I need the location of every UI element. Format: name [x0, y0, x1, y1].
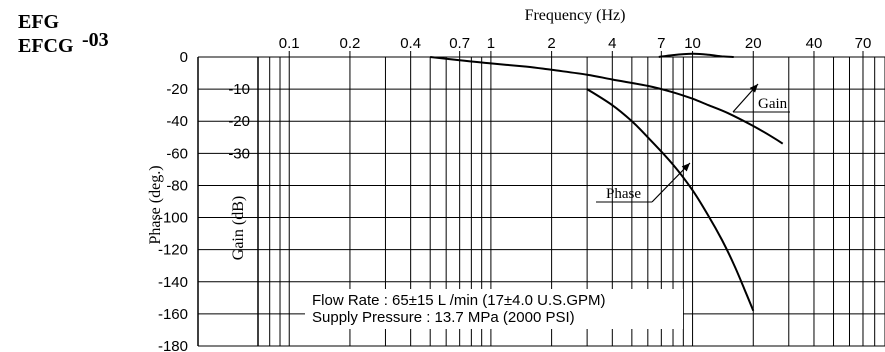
gain-peak-curve	[658, 52, 734, 58]
gain-tick-labels: -10 -20 -30	[228, 81, 250, 162]
conditions-supply-pressure: Supply Pressure : 13.7 MPa (2000 PSI)	[312, 309, 575, 326]
phase-tick-label: -40	[166, 113, 188, 130]
curves	[430, 52, 784, 312]
gain-tick-label: -30	[228, 145, 250, 162]
phase-leader-arrow	[651, 162, 691, 203]
gain-callout-label: Gain	[758, 96, 788, 112]
x-tick-label: 40	[806, 35, 823, 52]
phase-tick-label: -180	[158, 338, 188, 352]
gain-tick-label: -10	[228, 81, 250, 98]
x-tick-label: 10	[684, 35, 701, 52]
phase-tick-label: -100	[158, 210, 188, 227]
x-tick-label: 1	[487, 35, 495, 52]
x-tick-label: 7	[657, 35, 665, 52]
phase-curve	[586, 88, 755, 312]
phase-tick-label: -60	[166, 145, 188, 162]
phase-tick-label: -140	[158, 274, 188, 291]
model-name-line2: EFCG	[18, 35, 74, 57]
x-tick-label: 0.1	[279, 35, 300, 52]
x-tick-label: 0.2	[340, 35, 361, 52]
model-suffix: -03	[82, 29, 109, 51]
conditions-flow-rate: Flow Rate : 65±15 L /min (17±4.0 U.S.GPM…	[312, 292, 606, 309]
conditions-box	[305, 289, 683, 329]
gain-leader-arrow	[732, 83, 759, 113]
x-tick-label: 0.4	[400, 35, 421, 52]
gain-axis-title: Gain (dB)	[230, 196, 247, 260]
x-tick-label: 2	[547, 35, 555, 52]
x-tick-labels: 0.1 0.2 0.4 0.7 1 2 4 7 10 20 40 70	[279, 35, 872, 52]
x-tick-label: 20	[745, 35, 762, 52]
gain-tick-label: -20	[228, 113, 250, 130]
phase-tick-label: -20	[166, 81, 188, 98]
phase-axis-title: Phase (deg.)	[147, 165, 164, 244]
phase-tick-labels: 0 -20 -40 -60 -80 -100 -120 -140 -160 -180	[158, 49, 188, 352]
x-axis-title: Frequency (Hz)	[525, 7, 626, 24]
x-tick-label: 0.7	[449, 35, 470, 52]
gain-curve	[430, 56, 784, 145]
phase-callout-label: Phase	[606, 186, 641, 202]
x-tick-label: 70	[855, 35, 872, 52]
phase-tick-label: 0	[180, 49, 188, 66]
phase-tick-label: -120	[158, 242, 188, 259]
x-tick-label: 4	[608, 35, 616, 52]
phase-tick-label: -160	[158, 306, 188, 323]
phase-tick-label: -80	[166, 177, 188, 194]
model-name-line1: EFG	[18, 11, 60, 33]
